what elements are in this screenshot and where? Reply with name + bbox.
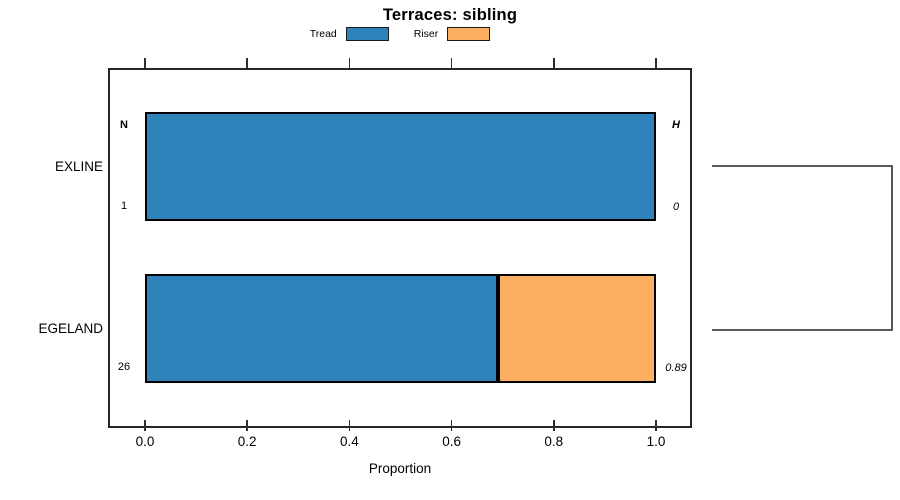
x-axis-tick-label: 0.4 (340, 434, 359, 449)
y-axis-label-exline: EXLINE (54, 159, 103, 174)
riser-color-swatch (447, 26, 491, 41)
plot-area (108, 68, 692, 428)
x-axis-top-tick (348, 58, 351, 68)
x-axis-bottom-tick (246, 420, 248, 431)
legend-item-riser: Riser (413, 26, 491, 41)
n-value-egeland: 26 (117, 361, 131, 373)
n-column-header: N (120, 119, 128, 131)
x-axis-tick-label: 1.0 (646, 434, 666, 449)
x-axis-bottom-tick (553, 420, 555, 431)
x-axis-tick-label: 0.2 (237, 434, 257, 449)
bar-segment-tread-egeland (145, 274, 498, 383)
x-axis-top-tick (450, 58, 453, 68)
x-axis-top-tick (144, 58, 146, 68)
tread-color-swatch (345, 26, 389, 41)
x-axis-title: Proportion (368, 461, 432, 476)
bar-segment-riser-egeland (497, 274, 656, 383)
legend-item-tread: Tread (309, 26, 389, 41)
x-axis-bottom-tick (450, 420, 453, 431)
y-axis-label-egeland: EGELAND (38, 321, 103, 336)
legend-label-riser: Riser (413, 27, 439, 40)
x-axis-top-tick (246, 58, 248, 68)
x-axis-top-tick (655, 58, 657, 68)
dendrogram-bracket (712, 165, 893, 331)
x-axis-top-tick (553, 58, 555, 68)
h-column-header: H (672, 119, 680, 131)
x-axis-tick-label: 0.0 (135, 434, 155, 449)
bar-segment-tread-exline (145, 112, 656, 221)
x-axis-bottom-tick (144, 420, 146, 431)
h-value-exline: 0 (672, 201, 680, 213)
h-value-egeland: 0.89 (665, 362, 687, 374)
n-value-exline: 1 (120, 200, 128, 212)
x-axis-tick-label: 0.6 (442, 434, 461, 449)
legend-label-tread: Tread (309, 27, 337, 40)
x-axis-bottom-tick (655, 420, 657, 431)
x-axis-bottom-tick (348, 420, 351, 431)
chart-title: Terraces: sibling (382, 6, 518, 24)
legend: Tread Riser (108, 25, 692, 42)
x-axis-tick-label: 0.8 (544, 434, 564, 449)
